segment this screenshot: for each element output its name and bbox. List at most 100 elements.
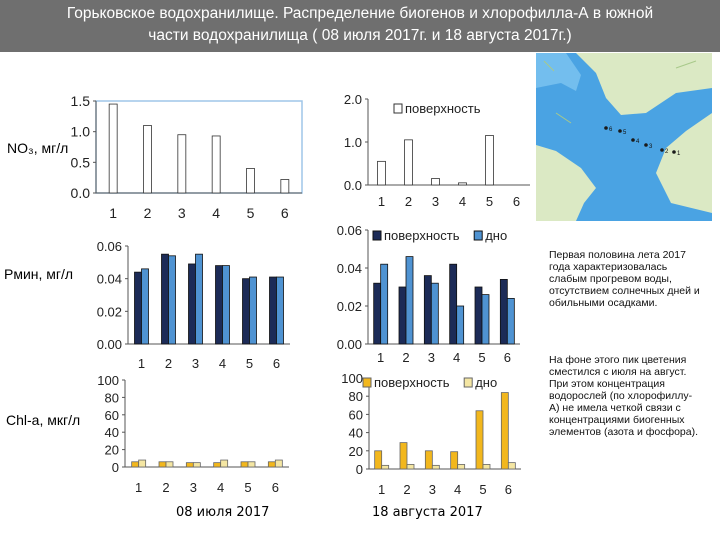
bar-series-1-cat-3	[431, 178, 440, 186]
bar-series-2-cat-2	[406, 464, 415, 470]
bar-series-1-cat-3	[424, 450, 433, 470]
x-tick-label: 4	[219, 356, 226, 371]
x-tick-label: 5	[244, 480, 251, 495]
station-label: 4	[636, 139, 640, 145]
x-tick-label: 3	[429, 482, 436, 497]
station-label: 1	[677, 151, 681, 157]
x-tick-label: 4	[454, 482, 461, 497]
x-tick-label: 6	[281, 205, 289, 221]
bar-series-2-cat-3	[192, 462, 201, 468]
side-text-para-2: На фоне этого пик цветения сместился с и…	[549, 354, 699, 438]
station-marker	[672, 150, 676, 154]
no3-row-label: NO₃, мг/л	[7, 140, 69, 156]
legend-swatch	[463, 377, 473, 388]
legend-label: поверхность	[405, 101, 481, 116]
bar-series-1-cat-4	[450, 451, 459, 470]
x-tick-label: 6	[513, 194, 520, 209]
map-stations: 1 2 3 4 5 6	[604, 126, 681, 157]
x-tick-label: 1	[135, 480, 142, 495]
bar-series-1-cat-5	[246, 168, 255, 194]
station-label: 6	[609, 127, 613, 133]
y-tick-label: 0.5	[71, 154, 91, 170]
x-tick-label: 1	[109, 205, 117, 221]
x-tick-label: 3	[192, 356, 199, 371]
bar-series-2-cat-1	[138, 459, 147, 468]
y-tick-label: 0.06	[97, 239, 122, 254]
y-tick-label: 0.04	[97, 272, 122, 287]
bar-series-1-cat-5	[485, 135, 494, 186]
legend-label: дно	[475, 375, 497, 390]
bar-series-2-cat-3	[431, 464, 440, 470]
bar-series-2-cat-1	[381, 464, 390, 470]
legend-label: поверхность	[374, 375, 450, 390]
bar-series-2-cat-6	[506, 297, 515, 345]
y-tick-label: 40	[349, 426, 363, 441]
bar-series-2-cat-2	[168, 255, 176, 345]
bar-series-1-cat-5	[475, 410, 484, 470]
bar-series-2-cat-4	[222, 265, 230, 345]
y-tick-label: 0	[356, 462, 363, 477]
legend-swatch	[372, 230, 382, 241]
x-tick-label: 6	[504, 350, 511, 365]
x-tick-label: 4	[217, 480, 224, 495]
bar-series-2-cat-5	[482, 464, 491, 470]
bar-series-2-cat-3	[195, 253, 203, 345]
x-tick-label: 2	[144, 205, 152, 221]
bar-series-1-cat-6	[500, 392, 509, 470]
map-water	[536, 53, 712, 221]
bar-series-2-cat-5	[249, 276, 257, 345]
station-label: 5	[623, 130, 627, 136]
y-tick-label: 0.0	[344, 178, 362, 193]
y-tick-label: 0.00	[97, 337, 122, 352]
chla-row-label: Chl-a, мкг/л	[6, 412, 81, 428]
bar-series-2-cat-6	[276, 276, 284, 345]
y-tick-label: 0.00	[337, 337, 362, 352]
x-tick-label: 2	[405, 194, 412, 209]
map-shallow-water	[536, 53, 581, 91]
y-tick-label: 1.0	[71, 124, 91, 140]
station-label: 3	[649, 144, 653, 150]
y-tick-label: 2.0	[344, 92, 362, 107]
x-tick-label: 4	[453, 350, 460, 365]
bar-series-2-cat-5	[247, 461, 256, 468]
bar-series-2-cat-6	[507, 462, 516, 470]
y-tick-label: 100	[341, 371, 363, 386]
bar-series-2-cat-4	[220, 459, 229, 468]
bar-series-2-cat-1	[141, 268, 149, 345]
bar-series-2-cat-2	[165, 461, 174, 468]
y-tick-label: 20	[349, 444, 363, 459]
title-line-1: Горьковское водохранилище. Распределение…	[66, 5, 654, 22]
bar-series-1-cat-1	[108, 103, 118, 194]
bar-series-1-cat-2	[404, 139, 413, 186]
y-tick-label: 0.06	[337, 223, 362, 238]
title-line-2: части водохранилища ( 08 июля 2017г. и 1…	[148, 27, 572, 44]
legend-label: дно	[485, 228, 507, 243]
station-marker	[618, 129, 622, 133]
bar-series-1-cat-2	[399, 442, 408, 470]
bar-series-1-cat-3	[177, 134, 187, 194]
x-tick-label: 4	[459, 194, 466, 209]
y-tick-label: 60	[349, 407, 363, 422]
bar-series-1-cat-6	[280, 179, 290, 194]
bar-series-2-cat-2	[405, 256, 414, 345]
station-marker	[644, 143, 648, 147]
x-tick-label: 6	[505, 482, 512, 497]
x-tick-label: 3	[428, 350, 435, 365]
x-tick-label: 1	[378, 194, 385, 209]
station-marker	[660, 148, 664, 152]
y-tick-label: 60	[105, 408, 119, 423]
x-tick-label: 1	[377, 350, 384, 365]
x-tick-label: 5	[247, 205, 255, 221]
y-tick-label: 1.5	[71, 93, 91, 109]
y-tick-label: 100	[97, 373, 119, 388]
x-tick-label: 2	[162, 480, 169, 495]
bar-series-2-cat-3	[430, 282, 439, 345]
station-marker	[604, 126, 608, 130]
x-tick-label: 3	[178, 205, 186, 221]
map-roads	[543, 60, 697, 124]
